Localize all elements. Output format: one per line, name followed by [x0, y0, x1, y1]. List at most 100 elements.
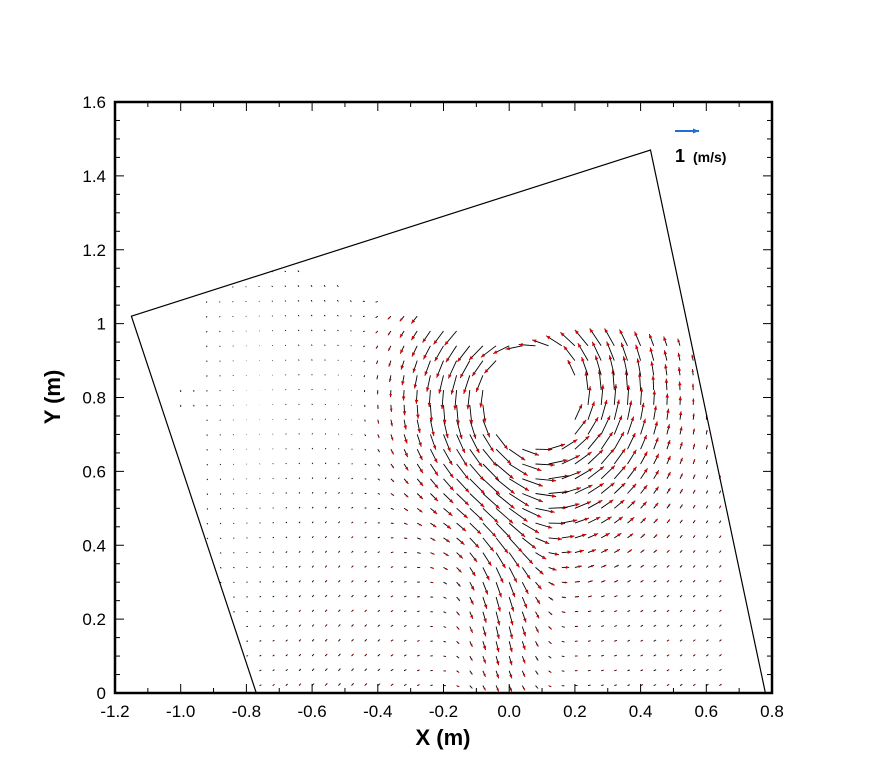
velocity-vector [285, 610, 288, 613]
velocity-vector [548, 626, 553, 630]
velocity-vector [271, 315, 273, 317]
vector-head [641, 580, 644, 582]
vector-head [610, 482, 615, 487]
reference-value-label: 1 [675, 146, 685, 166]
velocity-vector [627, 483, 637, 494]
velocity-vector [561, 487, 582, 494]
vector-head [610, 448, 615, 453]
vector-shaft [311, 477, 314, 480]
velocity-vector [436, 360, 444, 378]
vector-head [602, 684, 604, 686]
velocity-vector [522, 537, 537, 549]
vector-head [510, 621, 514, 626]
vector-shaft [271, 285, 273, 288]
vector-shaft [285, 506, 288, 509]
x-tick-label: -0.4 [363, 702, 392, 721]
velocity-vector [456, 611, 460, 616]
velocity-vector [627, 400, 633, 420]
vector-head [325, 653, 328, 656]
vector-head [405, 640, 407, 642]
vector-head [391, 451, 394, 455]
vector-shaft [219, 301, 221, 303]
velocity-vector [532, 339, 549, 347]
vector-head [622, 356, 627, 361]
vector-head [352, 551, 354, 553]
velocity-vector [663, 350, 668, 361]
vector-head [457, 656, 460, 659]
vector-shaft [233, 478, 235, 480]
velocity-vector [627, 432, 636, 450]
velocity-vector [297, 329, 300, 332]
vector-head [431, 670, 433, 671]
vector-head [602, 655, 604, 657]
vector-head [478, 516, 483, 521]
velocity-vector [219, 508, 222, 510]
velocity-vector [443, 493, 454, 504]
vector-shaft [272, 551, 275, 553]
velocity-vector [587, 564, 595, 568]
velocity-vector [443, 581, 448, 585]
vector-head [706, 580, 709, 582]
velocity-vector [679, 426, 683, 435]
vector-head [538, 498, 543, 502]
velocity-vector [535, 581, 542, 590]
velocity-vector [601, 669, 604, 672]
velocity-vector [719, 639, 722, 642]
velocity-vector [364, 448, 367, 451]
vector-head [433, 510, 438, 514]
velocity-vector [495, 567, 504, 583]
velocity-vector [469, 448, 483, 468]
vector-head [405, 494, 409, 498]
velocity-vector [627, 669, 631, 672]
vector-head [692, 443, 696, 447]
velocity-vector [311, 624, 315, 627]
vector-shaft [311, 344, 313, 347]
vector-head [655, 453, 659, 459]
vector-head [365, 624, 367, 626]
vector-head [401, 381, 405, 386]
vector-head [629, 549, 632, 552]
vector-head [522, 687, 525, 691]
velocity-vector [692, 579, 696, 583]
vector-head [411, 319, 416, 324]
vector-head [461, 527, 467, 532]
vector-head [339, 639, 341, 641]
velocity-vector [351, 521, 354, 524]
velocity-vector [482, 522, 497, 538]
vector-shaft [363, 375, 366, 378]
velocity-vector [548, 552, 560, 556]
velocity-vector [508, 552, 520, 568]
velocity-vector [469, 655, 473, 661]
velocity-vector [298, 668, 302, 672]
velocity-vector [692, 609, 696, 613]
velocity-vector [364, 550, 367, 553]
velocity-vector [679, 457, 683, 465]
vector-head [541, 555, 547, 560]
vector-shaft [285, 492, 288, 494]
vector-head [457, 598, 460, 601]
velocity-vector [561, 471, 582, 480]
vector-head [419, 537, 422, 540]
reference-arrow-head [693, 128, 699, 134]
vector-shaft [219, 493, 222, 495]
x-tick-label: 0.2 [563, 702, 587, 721]
vector-head [720, 595, 722, 597]
velocity-vector [430, 552, 435, 555]
velocity-vector [272, 580, 275, 583]
vector-head [664, 364, 668, 369]
velocity-vector [653, 469, 660, 480]
velocity-vector [666, 408, 670, 420]
vector-shaft [259, 595, 262, 598]
velocity-vector [521, 611, 527, 623]
vector-head [680, 519, 683, 522]
velocity-vector [522, 522, 540, 534]
velocity-vector [614, 595, 618, 598]
velocity-vector [233, 493, 235, 495]
velocity-vector [416, 478, 424, 487]
vector-shaft [206, 478, 209, 481]
vector-head [634, 331, 638, 336]
velocity-vector [456, 581, 461, 587]
domain-boundary [130, 149, 767, 694]
velocity-vector [324, 624, 328, 627]
vector-head [444, 670, 446, 672]
